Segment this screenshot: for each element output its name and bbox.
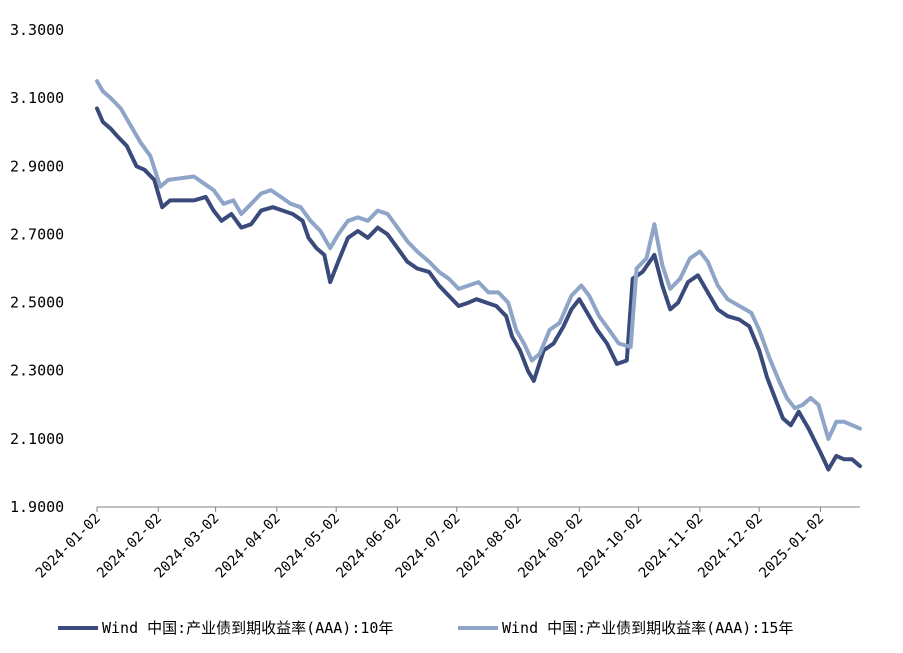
- y-tick-label: 2.1000: [10, 430, 64, 448]
- legend: Wind 中国:产业债到期收益率(AAA):10年 Wind 中国:产业债到期收益…: [58, 619, 793, 637]
- legend-label: Wind 中国:产业债到期收益率(AAA):15年: [502, 619, 793, 637]
- legend-label: Wind 中国:产业债到期收益率(AAA):10年: [102, 619, 393, 637]
- y-tick-label: 1.9000: [10, 498, 64, 516]
- y-tick-label: 2.3000: [10, 362, 64, 380]
- y-tick-label: 2.9000: [10, 157, 64, 175]
- x-tick-label: 2024-08-02: [454, 511, 525, 582]
- series-line-10y: [95, 106, 862, 472]
- y-tick-label: 3.3000: [10, 21, 64, 39]
- series-line-15y: [95, 79, 862, 441]
- plot-area: [95, 79, 862, 472]
- x-tick-label: 2025-01-02: [756, 511, 827, 582]
- x-tick-label: 2024-01-02: [33, 511, 104, 582]
- y-tick-label: 2.7000: [10, 225, 64, 243]
- y-tick-label: 3.1000: [10, 89, 64, 107]
- y-tick-label: 2.5000: [10, 294, 64, 312]
